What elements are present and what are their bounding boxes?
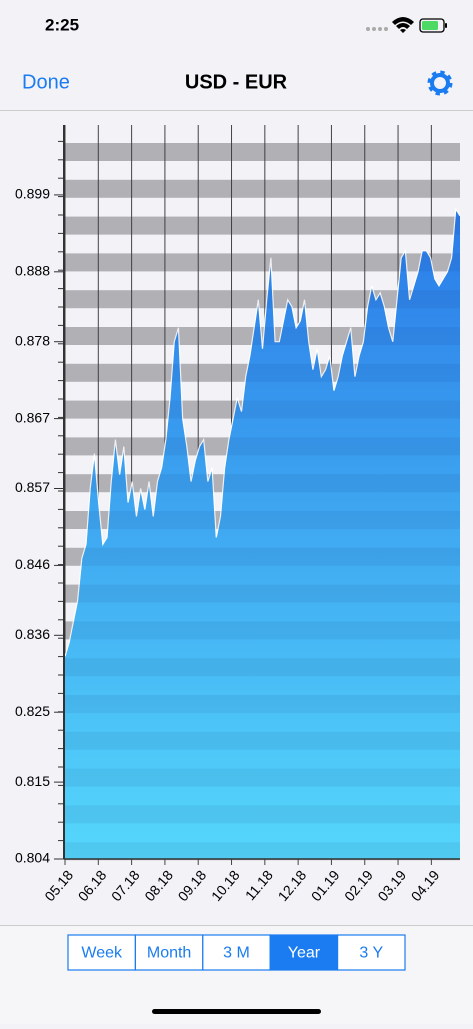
stripe-overlay — [65, 216, 460, 235]
stripe-overlay — [65, 842, 460, 861]
stripe-overlay — [65, 290, 460, 309]
stripe-overlay — [65, 179, 460, 198]
y-tick-label: 0.815 — [15, 773, 50, 789]
stripe-overlay — [65, 621, 460, 640]
stripe-overlay — [65, 695, 460, 713]
status-time: 2:25 — [45, 15, 79, 34]
stripe-overlay — [65, 143, 460, 161]
area-line — [64, 206, 461, 657]
stripe-overlay — [65, 731, 460, 750]
y-tick-label: 0.899 — [15, 186, 50, 202]
stripe-overlay — [65, 253, 460, 272]
home-indicator — [152, 1009, 321, 1014]
segment[interactable] — [67, 934, 137, 971]
stripe-overlay — [65, 327, 460, 345]
segment-label: 3 Y — [359, 945, 383, 962]
segment-label: 3 M — [223, 945, 250, 962]
stripe — [65, 290, 460, 309]
stripe-overlay — [65, 511, 460, 529]
settings-button[interactable] — [427, 70, 453, 96]
segment-label: Month — [147, 945, 191, 962]
stripe-overlay — [65, 584, 460, 603]
y-tick-label: 0.846 — [15, 556, 50, 572]
nav-title: USD - EUR — [185, 71, 288, 93]
segment-label: Year — [288, 945, 321, 962]
stripe-overlay — [65, 363, 460, 382]
stripe-overlay — [65, 805, 460, 824]
stripe — [65, 253, 460, 272]
stripe — [65, 179, 460, 198]
stripe-overlay — [65, 658, 460, 677]
status-icons — [366, 17, 447, 33]
segment[interactable] — [202, 934, 271, 971]
y-tick-label: 0.857 — [15, 479, 50, 495]
y-tick-label: 0.836 — [15, 626, 50, 642]
stripe-overlay — [65, 474, 460, 493]
segment[interactable] — [337, 934, 406, 971]
segment[interactable] — [269, 934, 339, 971]
stripe — [65, 143, 460, 161]
stripe — [65, 327, 460, 345]
stripe — [65, 216, 460, 235]
y-tick-label: 0.888 — [15, 263, 50, 279]
y-tick-label: 0.878 — [15, 332, 50, 348]
stripe-overlay — [65, 768, 460, 787]
segment-label: Week — [81, 945, 123, 962]
done-button[interactable]: Done — [22, 71, 70, 93]
y-tick-label: 0.825 — [15, 703, 50, 719]
stripe-overlay — [65, 547, 460, 566]
area — [65, 208, 460, 859]
y-tick-label: 0.867 — [15, 409, 50, 425]
stripe-overlay — [65, 400, 460, 419]
stripe-overlay — [65, 437, 460, 456]
y-tick-label: 0.804 — [15, 850, 50, 866]
